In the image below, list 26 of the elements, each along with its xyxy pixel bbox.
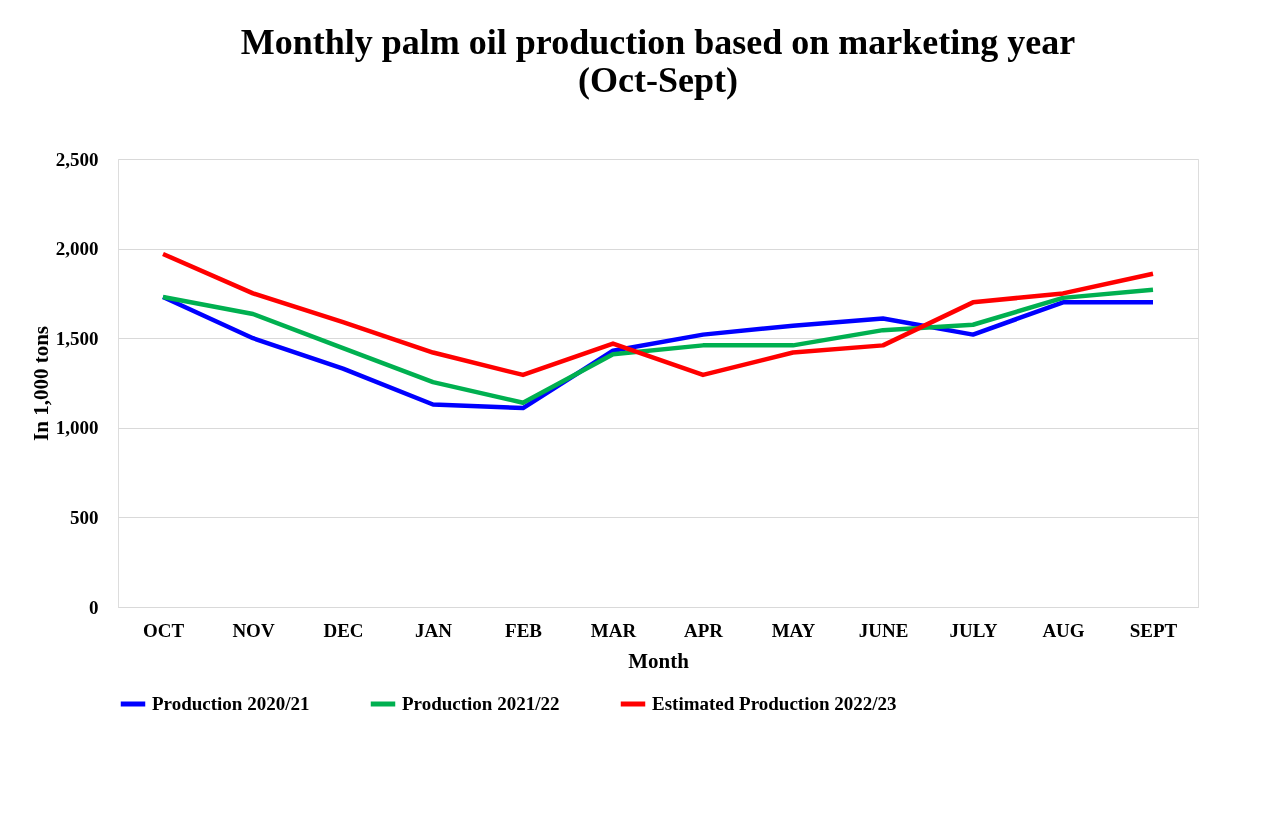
x-tick-label: JULY — [949, 619, 998, 641]
legend-label: Estimated Production 2022/23 — [652, 693, 897, 714]
x-axis-title: Month — [628, 648, 690, 673]
line-series — [160, 251, 1156, 378]
y-tick-label: 2,500 — [55, 148, 99, 170]
x-tick-label: MAR — [590, 619, 637, 641]
text: (Oct-Sept) — [578, 60, 738, 100]
y-axis-title: In 1,000 tons — [28, 326, 53, 441]
x-tick-label: MAY — [771, 619, 816, 641]
y-tick-label: 0 — [89, 596, 99, 618]
x-tick-label: JAN — [415, 619, 453, 641]
x-tick-label: FEB — [505, 619, 543, 641]
y-tick-label: 1,500 — [55, 327, 99, 349]
x-tick-label: NOV — [232, 619, 275, 641]
x-tick-label: JUNE — [858, 619, 909, 641]
y-tick-label: 500 — [70, 506, 99, 528]
x-tick-label: DEC — [323, 619, 364, 641]
legend-label: Production 2020/21 — [152, 693, 310, 714]
x-tick-label: AUG — [1042, 619, 1085, 641]
text: Monthly palm oil production based on marketing year — [240, 22, 1076, 62]
y-tick-label: 2,000 — [55, 238, 99, 260]
y-tick-label: 1,000 — [55, 417, 99, 439]
x-tick-label: APR — [683, 619, 724, 641]
x-tick-label: SEPT — [1129, 619, 1178, 641]
x-tick-label: OCT — [142, 619, 185, 641]
legend-label: Production 2021/22 — [402, 693, 560, 714]
